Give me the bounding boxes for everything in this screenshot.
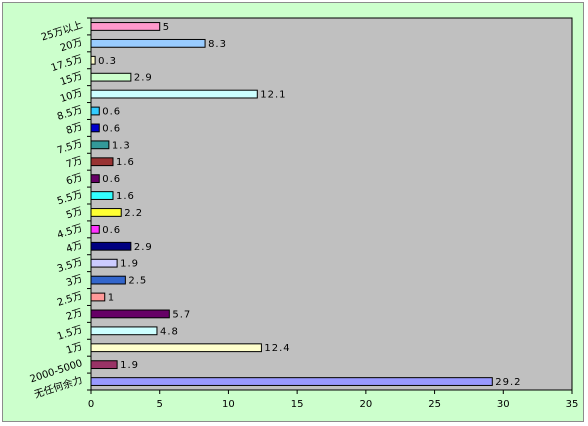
data-label: 2.9 xyxy=(134,242,153,253)
category-label: 3.5万 xyxy=(56,257,84,275)
bar xyxy=(90,360,118,370)
bar xyxy=(90,174,100,184)
data-label: 12.4 xyxy=(264,343,290,354)
category-label: 7万 xyxy=(65,155,84,171)
bar xyxy=(90,258,118,268)
bar xyxy=(90,208,122,217)
x-axis: 0 5 10 15 20 25 30 35 xyxy=(87,17,579,410)
x-tick-label: 30 xyxy=(497,399,510,410)
category-label: 6万 xyxy=(65,172,84,188)
data-label: 2.2 xyxy=(124,208,143,219)
x-tick-label: 15 xyxy=(291,399,304,410)
category-label: 5.5万 xyxy=(56,189,84,207)
data-label: 1.3 xyxy=(112,140,131,151)
bar xyxy=(90,224,100,234)
data-label: 5 xyxy=(163,22,170,33)
category-label: 7.5万 xyxy=(56,138,84,156)
bar xyxy=(90,326,158,336)
category-label: 1.5万 xyxy=(56,324,84,342)
data-label: 1.9 xyxy=(120,259,139,270)
data-labels-group: 58.30.32.912.10.60.61.31.60.61.62.20.62.… xyxy=(98,22,521,388)
category-label: 5万 xyxy=(65,206,84,222)
category-label: 10万 xyxy=(59,87,84,104)
data-label: 0.3 xyxy=(98,56,117,67)
data-label: 12.1 xyxy=(260,90,286,101)
bar xyxy=(90,38,206,48)
data-label: 1.9 xyxy=(120,360,139,371)
category-label: 15万 xyxy=(59,71,84,88)
bar xyxy=(90,309,170,319)
bar xyxy=(90,292,106,302)
data-label: 1 xyxy=(108,293,115,304)
bar xyxy=(90,106,100,116)
bar xyxy=(90,72,132,82)
category-label: 8万 xyxy=(65,121,84,137)
data-label: 2.9 xyxy=(134,73,153,84)
category-label: 3万 xyxy=(65,273,84,289)
bar xyxy=(90,22,161,31)
data-label: 0.6 xyxy=(102,225,121,236)
data-label: 2.5 xyxy=(128,276,147,287)
x-tick-label: 5 xyxy=(157,399,163,410)
bar xyxy=(90,140,110,150)
x-tick-label: 10 xyxy=(222,399,235,410)
category-label: 2.5万 xyxy=(56,290,84,308)
bar xyxy=(90,89,258,99)
bar xyxy=(90,191,114,200)
bar xyxy=(90,55,96,65)
bar xyxy=(90,275,126,285)
bar xyxy=(90,157,114,167)
data-label: 4.8 xyxy=(160,326,179,337)
bar xyxy=(90,377,493,386)
bar xyxy=(90,241,132,251)
category-label: 1万 xyxy=(65,341,84,357)
bar xyxy=(90,123,100,133)
category-label: 2万 xyxy=(65,307,84,323)
x-tick-label: 25 xyxy=(428,399,441,410)
bars-group xyxy=(90,22,493,386)
category-label: 8.5万 xyxy=(56,104,84,122)
data-label: 0.6 xyxy=(102,174,121,185)
category-label: 20万 xyxy=(59,37,84,54)
data-label: 1.6 xyxy=(116,157,135,168)
data-label: 29.2 xyxy=(495,377,521,388)
bar xyxy=(90,343,262,353)
data-label: 1.6 xyxy=(116,191,135,202)
x-tick-label: 35 xyxy=(566,399,579,410)
plot-area xyxy=(90,17,573,391)
data-label: 5.7 xyxy=(172,309,191,320)
category-labels-group: 25万以上20万17.5万15万10万8.5万8万7.5万7万6万5.5万5万4… xyxy=(29,19,84,401)
category-label: 4.5万 xyxy=(56,223,84,241)
data-label: 0.6 xyxy=(102,107,121,118)
data-label: 0.6 xyxy=(102,123,121,134)
data-label: 8.3 xyxy=(208,39,227,50)
category-label: 4万 xyxy=(65,240,84,256)
x-tick-label: 20 xyxy=(359,399,372,410)
x-tick-label: 0 xyxy=(88,399,94,410)
